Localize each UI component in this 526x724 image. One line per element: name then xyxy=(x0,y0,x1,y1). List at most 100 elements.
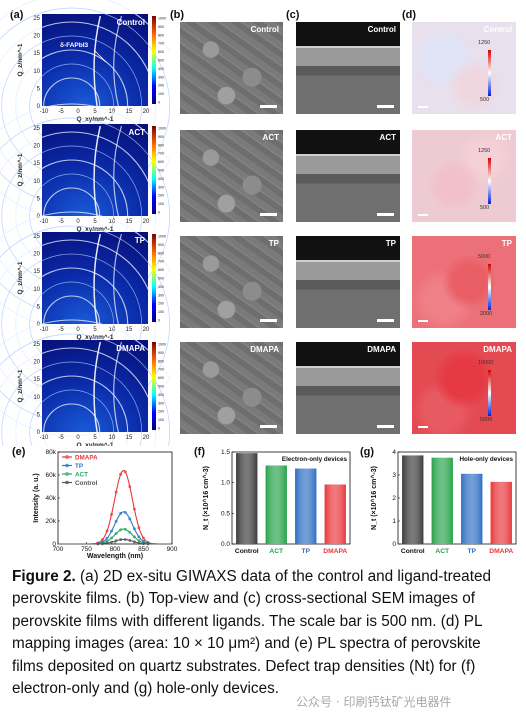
colorbar-tick: 200 xyxy=(158,84,164,88)
y-tick-label: 0 xyxy=(392,541,396,548)
bar-shading xyxy=(431,457,453,544)
colorbar-tick: 300 xyxy=(158,401,164,405)
y-tick-label: 15 xyxy=(33,51,40,57)
colorbar-tick: 200 xyxy=(158,302,164,306)
bar-shading xyxy=(402,455,424,544)
diffraction-arc xyxy=(113,341,123,433)
colorbar-tick: 0 xyxy=(158,427,160,431)
pl-map-label: DMAPA xyxy=(483,345,512,354)
series-point xyxy=(105,539,109,543)
sem-top-image: Control xyxy=(180,22,283,114)
pl-colorbar-max: 10000 xyxy=(478,360,494,366)
y-tick-label: 20 xyxy=(33,360,40,366)
category-label: Control xyxy=(235,548,259,555)
diffraction-ring xyxy=(0,347,157,446)
colorbar-tick: 300 xyxy=(158,293,164,297)
giwaxs-row-label: DMAPA xyxy=(116,344,145,353)
y-tick-label: 20 xyxy=(33,252,40,258)
scale-bar xyxy=(260,319,277,322)
y-tick-label: 0 xyxy=(52,541,56,548)
sem-cross-label: TP xyxy=(385,239,396,248)
sem-top-label: Control xyxy=(250,25,279,34)
sem-top-label: TP xyxy=(268,239,279,248)
x-tick-label: 15 xyxy=(126,219,133,225)
colorbar-tick: 100 xyxy=(158,202,164,206)
series-point xyxy=(123,527,127,531)
caption-figure-number: Figure 2. xyxy=(12,568,76,585)
plot-frame xyxy=(231,451,351,545)
scale-bar xyxy=(377,425,394,428)
legend-entry: TP xyxy=(75,463,83,470)
x-tick-label: 10 xyxy=(109,327,116,333)
pl-colorbar xyxy=(488,264,491,310)
series-point xyxy=(105,541,109,545)
series-point xyxy=(119,538,123,542)
y-axis-label: Q_z/nm^-1 xyxy=(16,261,24,294)
x-tick-label: 850 xyxy=(138,546,149,553)
legend-marker xyxy=(65,455,69,459)
series-point xyxy=(114,519,118,523)
giwaxs-row: DMAPA 10009008007006005004003002001000252… xyxy=(0,319,170,446)
x-tick-label: -10 xyxy=(40,327,49,333)
sem-cross-image: ACT xyxy=(296,130,400,222)
diffraction-ring xyxy=(15,375,129,446)
caption-text: (a) 2D ex-situ GIWAXS data of the contro… xyxy=(12,568,491,698)
colorbar-tick: 400 xyxy=(158,177,164,181)
pl-colorbar xyxy=(488,370,491,416)
chart-title: Electron-only devices xyxy=(282,456,348,463)
diffraction-arc xyxy=(93,15,102,107)
colorbar-tick: 1000 xyxy=(158,343,166,347)
x-tick-label: 0 xyxy=(76,219,80,225)
legend-marker xyxy=(65,480,69,485)
colorbar-tick: 800 xyxy=(158,359,164,363)
colorbar-tick: 700 xyxy=(158,368,164,372)
colorbar-tick: 600 xyxy=(158,268,164,272)
scale-bar xyxy=(260,105,277,108)
colorbar-tick: 400 xyxy=(158,393,164,397)
electron-only-chart: Electron-only devices 0.0 0.5 1.0 1.5 N_t (×1… xyxy=(202,449,351,555)
sem-top-image: DMAPA xyxy=(180,342,283,434)
pl-map-image: ACT 1250 500 xyxy=(412,130,516,222)
sem-top-label: DMAPA xyxy=(250,345,279,354)
bar-shading xyxy=(324,484,346,544)
series-point xyxy=(114,490,118,494)
colorbar-tick: 600 xyxy=(158,160,164,164)
series-point xyxy=(128,530,132,534)
pl-colorbar xyxy=(488,158,491,204)
colorbar-tick: 700 xyxy=(158,260,164,264)
y-tick-label: 0.5 xyxy=(221,510,230,517)
y-tick-label: 60k xyxy=(46,472,57,479)
giwaxs-panel: Control 100090080070060050040030020010002… xyxy=(0,0,170,446)
bar-shading xyxy=(490,481,512,544)
pl-map-label: TP xyxy=(501,239,512,248)
colorbar-tick: 900 xyxy=(158,243,164,247)
panel-d-label: (d) xyxy=(402,9,417,21)
diffraction-arc xyxy=(113,125,123,217)
y-tick-label: 25 xyxy=(33,126,40,132)
sem-top-image: ACT xyxy=(180,130,283,222)
x-tick-label: 700 xyxy=(53,546,64,553)
pl-map-image: TP 5000 2000 xyxy=(412,236,516,328)
diffraction-ring xyxy=(1,361,143,446)
panel-c-label: (c) xyxy=(286,9,300,21)
scale-bar xyxy=(418,320,428,322)
category-label: TP xyxy=(301,548,310,555)
x-tick-label: 0 xyxy=(76,109,80,115)
series-line-act xyxy=(58,528,172,545)
diffraction-ring xyxy=(29,389,115,446)
colorbar-tick: 200 xyxy=(158,410,164,414)
x-tick-label: 10 xyxy=(109,435,116,441)
colorbar-tick: 600 xyxy=(158,50,164,54)
x-tick-label: 5 xyxy=(93,219,97,225)
series-point xyxy=(142,536,145,540)
category-label: Control xyxy=(401,548,425,555)
colorbar-tick: 800 xyxy=(158,33,164,37)
colorbar-tick: 900 xyxy=(158,25,164,29)
y-tick-label: 0 xyxy=(37,104,41,110)
x-tick-label: 5 xyxy=(93,327,97,333)
colorbar-tick: 0 xyxy=(158,211,160,215)
x-tick-label: 20 xyxy=(143,435,150,441)
series-point xyxy=(119,528,123,532)
colorbar-tick: 400 xyxy=(158,285,164,289)
diffraction-ring xyxy=(0,0,170,219)
